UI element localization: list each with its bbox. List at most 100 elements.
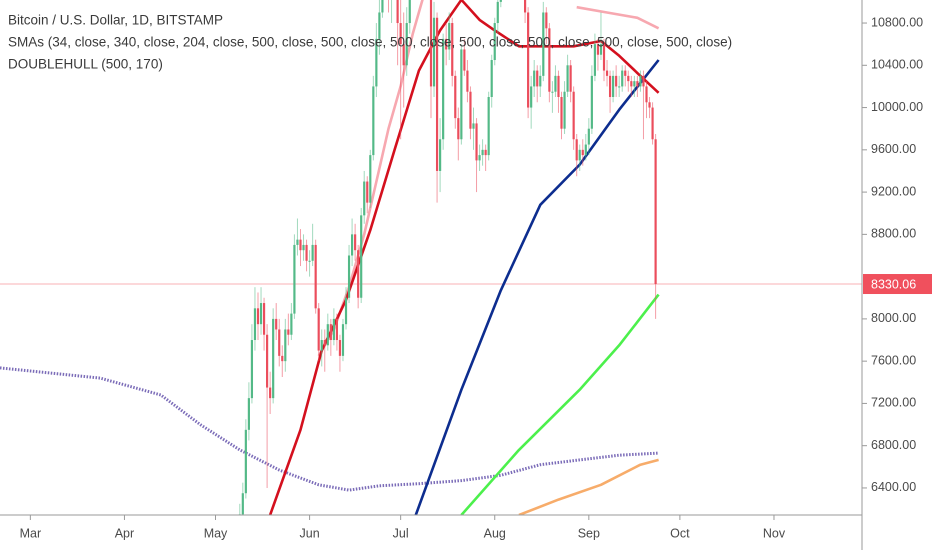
y-tick-label: 10400.00	[871, 58, 923, 72]
candle-body	[402, 44, 405, 66]
hull-line	[0, 366, 659, 492]
candle-body	[311, 244, 314, 261]
y-tick-label: 9200.00	[871, 184, 916, 198]
candle-body	[429, 0, 433, 87]
candle-body	[581, 149, 584, 156]
candle-body	[278, 329, 281, 356]
candle-body	[256, 308, 260, 325]
candle-body	[314, 244, 317, 309]
y-tick-label: 8800.00	[871, 227, 916, 241]
hull-legend: DOUBLEHULL (500, 170)	[8, 57, 163, 72]
candle-body	[432, 17, 436, 87]
candle-body	[408, 0, 411, 24]
candle-body	[457, 118, 460, 140]
candle-body	[290, 313, 293, 335]
x-tick-label: Apr	[115, 526, 134, 540]
candle-body	[496, 1, 499, 24]
sma-line	[460, 293, 660, 515]
last-price-badge	[863, 274, 932, 295]
candle-body	[654, 139, 657, 285]
y-tick-label: 6800.00	[871, 438, 916, 452]
last-price-label: 8330.06	[871, 277, 916, 291]
x-tick-label: May	[204, 526, 228, 540]
sma-line	[518, 458, 659, 515]
candle-body	[244, 429, 247, 494]
candle-body	[281, 355, 284, 362]
candle-body	[317, 308, 320, 351]
candle-body	[636, 81, 639, 87]
candle-body	[560, 96, 563, 129]
candle-body	[269, 387, 272, 399]
candle-body	[475, 123, 478, 161]
y-tick-label: 9600.00	[871, 142, 916, 156]
candle-body	[344, 297, 348, 325]
candle-body	[451, 23, 454, 76]
candle-body	[275, 318, 278, 330]
candle-body	[639, 75, 642, 87]
candle-body	[259, 303, 263, 325]
candle-body	[363, 181, 366, 216]
candle-body	[338, 340, 342, 356]
candle-body	[545, 12, 548, 29]
candle-body	[493, 23, 496, 61]
candle-body	[442, 38, 445, 140]
candle-body	[357, 250, 360, 298]
candle-body	[569, 65, 572, 92]
plot-area	[0, 0, 862, 550]
candle-body	[615, 75, 618, 87]
sma-legend: SMAs (34, close, 340, close, 204, close,…	[8, 35, 732, 50]
candle-body	[332, 318, 335, 341]
candle-body	[236, 535, 238, 550]
candle-body	[454, 75, 457, 119]
candle-body	[536, 70, 539, 87]
candle-body	[572, 91, 575, 140]
candle-body	[575, 139, 578, 161]
candle-body	[481, 149, 484, 156]
sma-line	[414, 59, 660, 515]
candle-body	[247, 398, 250, 430]
candle-body	[299, 239, 302, 251]
candle-body	[399, 23, 402, 45]
candle-body	[439, 139, 442, 171]
candle-body	[466, 70, 469, 92]
candle-body	[469, 91, 472, 129]
candle-body	[554, 75, 557, 92]
candle-body	[375, 38, 378, 87]
candle-body	[612, 75, 615, 97]
candle-body	[602, 44, 606, 71]
candle-body	[651, 107, 654, 140]
sma-line	[317, 0, 424, 357]
y-tick-label: 10000.00	[871, 100, 923, 114]
candle-body	[648, 102, 651, 108]
candle-body	[284, 329, 287, 362]
candle-body	[238, 514, 241, 515]
candle-body	[266, 334, 269, 388]
candle-body	[630, 81, 633, 87]
candle-body	[381, 0, 384, 13]
x-tick-label: Aug	[484, 526, 506, 540]
candle-body	[590, 75, 593, 129]
candle-body	[472, 123, 475, 129]
candle-body	[435, 17, 439, 171]
candle-body	[262, 303, 266, 335]
candle-body	[323, 340, 326, 346]
y-tick-label: 7600.00	[871, 353, 916, 367]
candle-body	[563, 91, 566, 129]
candle-body	[308, 260, 311, 262]
candle-body	[484, 149, 487, 156]
candle-body	[624, 70, 627, 76]
candle-body	[326, 324, 329, 346]
candle-body	[584, 144, 587, 156]
x-tick-label: Nov	[763, 526, 786, 540]
candle-body	[530, 86, 533, 108]
x-tick-label: Sep	[578, 526, 600, 540]
candle-body	[445, 38, 448, 50]
candle-body	[320, 340, 323, 351]
candle-body	[548, 28, 551, 92]
candle-body	[366, 181, 369, 203]
candle-body	[557, 75, 560, 97]
candle-body	[618, 86, 621, 88]
candle-body	[329, 324, 332, 341]
x-tick-label: Mar	[20, 526, 42, 540]
